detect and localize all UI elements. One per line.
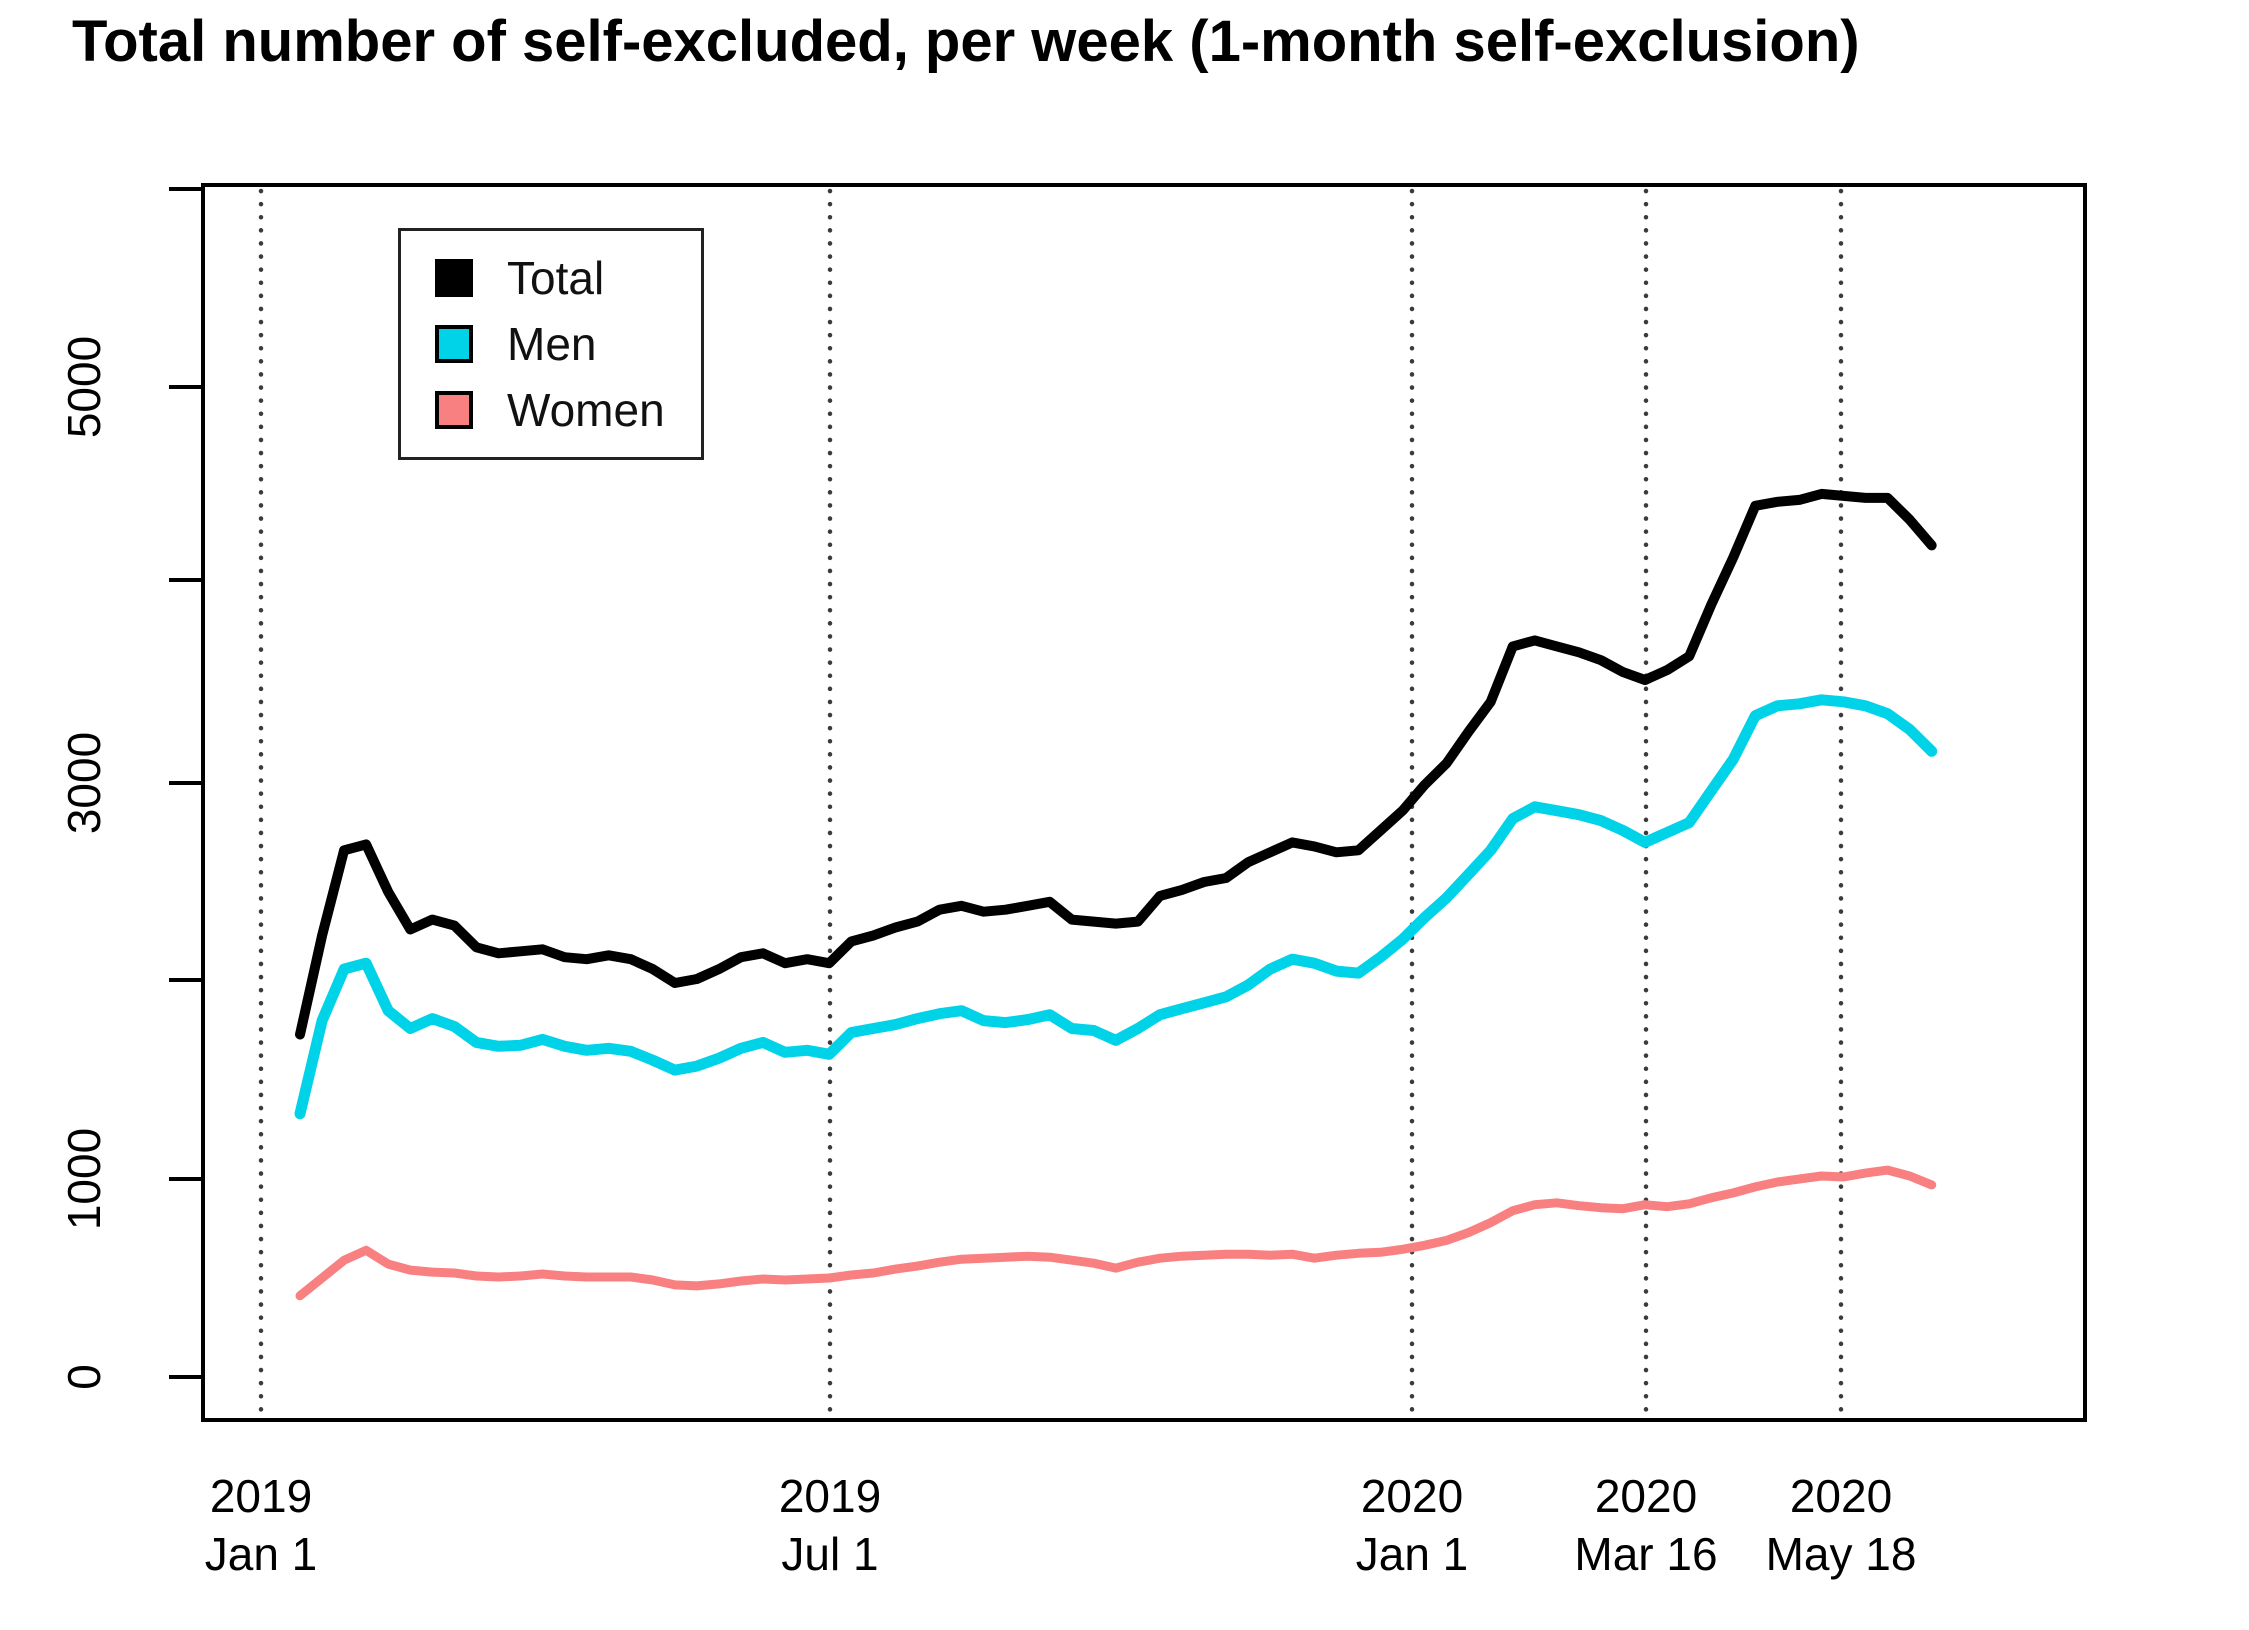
- x-tick-label-date-1: Jul 1: [781, 1528, 878, 1580]
- x-tick-label-year-4: 2020: [1790, 1470, 1892, 1522]
- series-line-men: [294, 694, 1938, 1120]
- x-tick-label-date-4: May 18: [1766, 1528, 1917, 1580]
- legend-swatch-total: [435, 259, 473, 297]
- legend-swatch-women: [435, 391, 473, 429]
- chart-title: Total number of self-excluded, per week …: [72, 9, 1860, 74]
- x-tick-label-year-3: 2020: [1595, 1470, 1697, 1522]
- y-tick-label-3000: 3000: [58, 732, 110, 834]
- series-line-total: [295, 488, 1937, 1040]
- legend-swatch-men: [435, 325, 473, 363]
- x-tick-label-date-0: Jan 1: [205, 1528, 318, 1580]
- legend-label-men: Men: [507, 318, 597, 370]
- legend-item-total: Total: [435, 255, 701, 301]
- y-tick-label-5000: 5000: [58, 336, 110, 438]
- x-tick-label-year-2: 2020: [1361, 1470, 1463, 1522]
- legend: Total Men Women: [398, 228, 704, 460]
- legend-label-women: Women: [507, 384, 665, 436]
- x-tick-label-date-3: Mar 16: [1574, 1528, 1717, 1580]
- x-tick-label-year-1: 2019: [779, 1470, 881, 1522]
- y-tick-label-1000: 1000: [58, 1128, 110, 1230]
- x-tick-label-year-0: 2019: [210, 1470, 312, 1522]
- x-tick-label-date-2: Jan 1: [1356, 1528, 1469, 1580]
- legend-label-total: Total: [507, 252, 605, 304]
- series-line-women: [295, 1165, 1937, 1301]
- legend-item-men: Men: [435, 321, 701, 367]
- plot-box: [201, 183, 2087, 1422]
- legend-item-women: Women: [435, 387, 701, 433]
- y-tick-label-0: 0: [58, 1364, 110, 1390]
